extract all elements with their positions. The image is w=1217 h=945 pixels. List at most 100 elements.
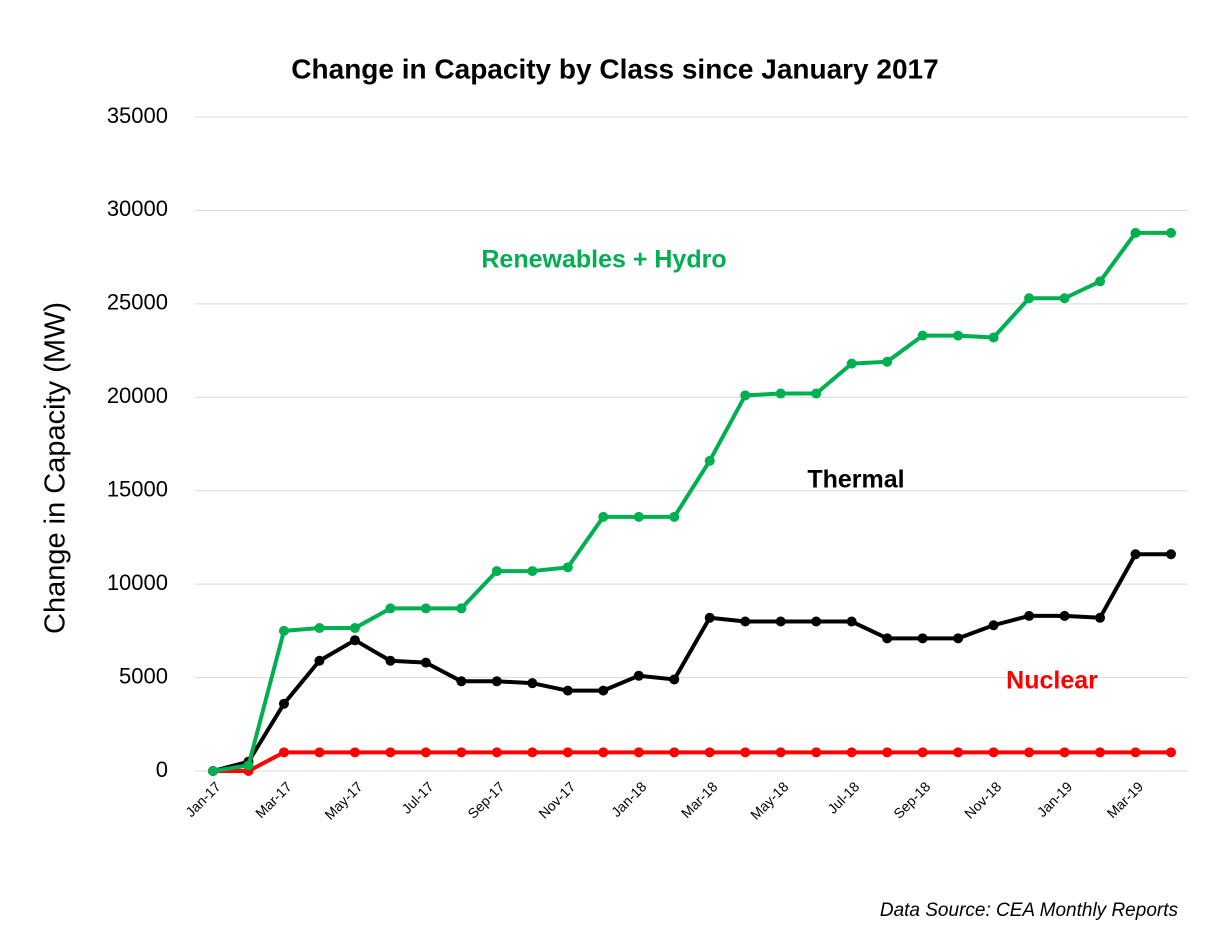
- x-tick-label: Mar-18: [678, 778, 721, 821]
- x-tick-label: May-17: [321, 778, 365, 822]
- data-point: [633, 747, 644, 758]
- y-axis-label: Change in Capacity (MW): [40, 302, 72, 634]
- data-point: [385, 603, 396, 614]
- series-label: Renewables + Hydro: [481, 246, 726, 274]
- data-point: [811, 747, 822, 758]
- data-point: [1095, 747, 1106, 758]
- data-point: [278, 698, 289, 709]
- data-point: [669, 511, 680, 522]
- data-point: [491, 676, 502, 687]
- data-point: [846, 358, 857, 369]
- y-tick-label: 35000: [107, 103, 168, 128]
- y-tick-label: 10000: [107, 570, 168, 595]
- data-point: [456, 676, 467, 687]
- data-point: [456, 747, 467, 758]
- data-point: [1166, 747, 1176, 758]
- data-point: [278, 747, 289, 758]
- data-point: [562, 747, 573, 758]
- x-tick-label: Jul-17: [398, 778, 436, 816]
- data-point: [633, 511, 644, 522]
- data-point: [385, 747, 396, 758]
- series-line: [212, 230, 1171, 773]
- data-point: [208, 766, 218, 776]
- y-tick-label: 25000: [107, 290, 168, 315]
- data-point: [314, 655, 325, 666]
- data-point: [775, 616, 786, 627]
- data-point: [704, 612, 715, 623]
- x-tick-label: Nov-18: [961, 778, 1004, 821]
- data-point: [278, 625, 289, 636]
- data-point: [1024, 610, 1035, 621]
- data-point: [953, 330, 964, 341]
- data-point: [917, 747, 928, 758]
- data-point: [1166, 227, 1176, 238]
- data-point: [882, 356, 893, 367]
- data-point: [882, 747, 893, 758]
- data-point: [704, 747, 715, 758]
- data-point: [1024, 747, 1035, 758]
- data-point: [811, 616, 822, 627]
- x-tick-label: Jul-18: [824, 778, 862, 816]
- data-point: [314, 747, 325, 758]
- x-tick-label: May-18: [747, 778, 791, 822]
- source-note: Data Source: CEA Monthly Reports: [880, 900, 1179, 921]
- data-point: [562, 562, 573, 573]
- data-point: [846, 747, 857, 758]
- data-point: [953, 747, 964, 758]
- series-line: [212, 552, 1171, 773]
- data-point: [988, 332, 999, 343]
- data-point: [1130, 549, 1141, 560]
- series-label: Nuclear: [1006, 667, 1098, 695]
- data-point: [740, 616, 751, 627]
- x-tick-label: Jan-19: [1034, 778, 1076, 820]
- data-point: [740, 390, 751, 401]
- x-tick-label: Nov-17: [535, 778, 578, 821]
- data-point: [704, 455, 715, 466]
- data-point: [740, 747, 751, 758]
- data-point: [527, 678, 538, 689]
- data-point: [527, 747, 538, 758]
- data-point: [1095, 276, 1106, 287]
- data-point: [669, 674, 680, 685]
- x-tick-label: Sep-17: [464, 778, 507, 821]
- data-point: [562, 685, 573, 696]
- data-point: [775, 747, 786, 758]
- x-tick-label: Mar-19: [1104, 778, 1147, 821]
- data-point: [420, 747, 431, 758]
- data-point: [811, 388, 822, 399]
- series-label: Thermal: [807, 466, 904, 494]
- data-point: [349, 747, 360, 758]
- data-point: [988, 620, 999, 631]
- data-point: [1059, 293, 1070, 304]
- y-tick-label: 5000: [119, 663, 168, 688]
- data-point: [491, 747, 502, 758]
- data-point: [598, 747, 609, 758]
- data-point: [775, 388, 786, 399]
- data-point: [420, 603, 431, 614]
- x-tick-label: Sep-18: [890, 778, 933, 821]
- data-point: [598, 685, 609, 696]
- data-point: [598, 511, 609, 522]
- x-tick-label: Mar-17: [252, 778, 295, 821]
- data-point: [669, 747, 680, 758]
- y-tick-label: 30000: [107, 196, 168, 221]
- data-point: [953, 633, 964, 644]
- data-point: [633, 670, 644, 681]
- data-point: [1130, 747, 1141, 758]
- data-point: [917, 330, 928, 341]
- y-tick-label: 15000: [107, 477, 168, 502]
- data-point: [314, 623, 325, 634]
- series-line: [213, 750, 1171, 773]
- y-tick-label: 0: [156, 757, 168, 782]
- data-point: [243, 760, 254, 771]
- data-point: [420, 657, 431, 668]
- data-point: [988, 747, 999, 758]
- data-point: [349, 623, 360, 634]
- data-point: [1130, 227, 1141, 238]
- data-point: [846, 616, 857, 627]
- data-point: [349, 635, 360, 646]
- data-point: [1024, 293, 1035, 304]
- y-tick-label: 20000: [107, 383, 168, 408]
- data-point: [456, 603, 467, 614]
- data-point: [1166, 549, 1176, 560]
